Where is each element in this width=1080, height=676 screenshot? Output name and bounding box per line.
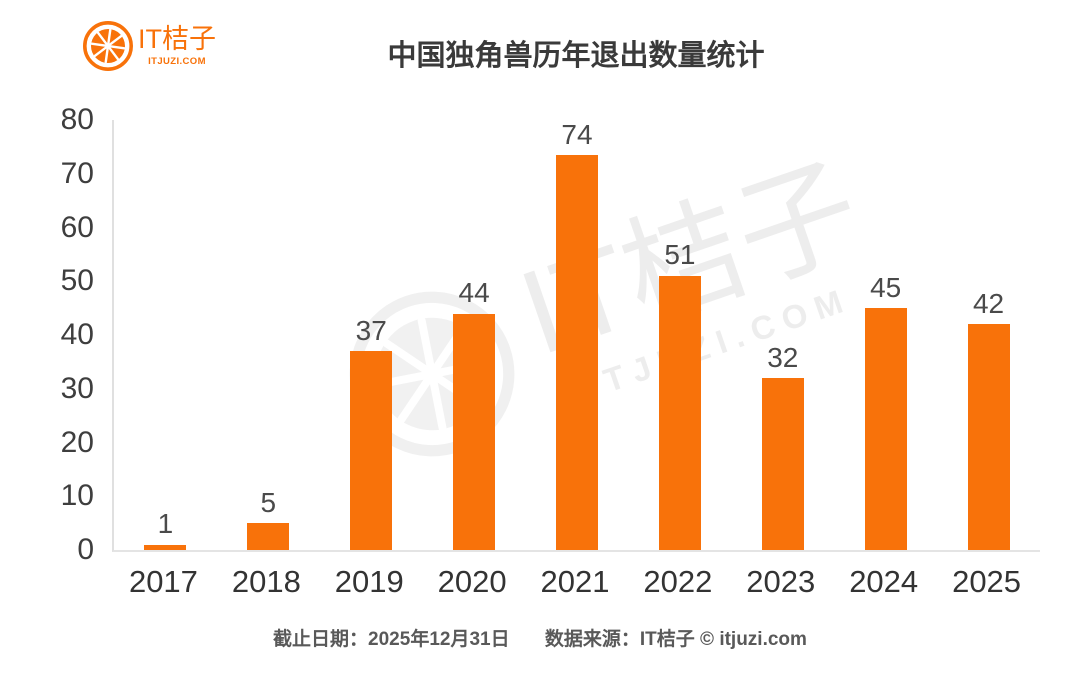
x-axis-label: 2017 — [128, 564, 198, 599]
bar-column: 42 — [937, 120, 1040, 550]
y-tick-label: 0 — [77, 533, 94, 566]
bar-column: 32 — [731, 120, 834, 550]
x-axis-label: 2018 — [231, 564, 301, 599]
bar — [144, 544, 187, 550]
bar-value-label: 51 — [664, 239, 696, 271]
bar — [658, 275, 701, 550]
bar — [761, 378, 804, 550]
bar-column: 51 — [628, 120, 731, 550]
bar — [350, 351, 393, 550]
bar — [967, 324, 1010, 550]
x-axis-label: 2022 — [643, 564, 713, 599]
bar-column: 1 — [114, 120, 217, 550]
bar-value-label: 74 — [561, 119, 593, 150]
bar-value-label: 42 — [972, 287, 1005, 319]
footer-source: 数据来源：IT桔子 © itjuzi.com — [544, 629, 807, 650]
bar-value-label: 32 — [767, 341, 799, 373]
bar — [864, 308, 907, 550]
y-tick-label: 30 — [60, 371, 94, 405]
bar-value-label: 45 — [870, 271, 902, 303]
bar-value-label: 5 — [260, 486, 277, 518]
bar-value-label: 1 — [157, 508, 174, 540]
y-tick-label: 40 — [60, 318, 94, 351]
bar — [453, 313, 496, 550]
x-axis-label: 2024 — [849, 564, 919, 599]
x-axis-label: 2019 — [334, 564, 404, 599]
y-tick-label: 70 — [60, 156, 94, 190]
footer: 截止日期：2025年12月31日 数据来源：IT桔子 © itjuzi.com — [0, 624, 1080, 651]
orange-slice-icon — [82, 20, 134, 72]
x-axis-label: 2025 — [952, 564, 1022, 599]
bar-value-label: 44 — [458, 277, 490, 309]
bar-column: 44 — [423, 120, 526, 550]
y-tick-label: 60 — [60, 210, 94, 244]
footer-deadline: 截止日期：2025年12月31日 — [273, 629, 510, 650]
bar-column: 74 — [526, 120, 629, 550]
itjuzi-logo: IT桔子 ITJUZI.COM — [82, 20, 216, 72]
bar-column: 45 — [834, 120, 937, 550]
logo-name: IT桔子 — [138, 24, 216, 55]
y-tick-label: 10 — [60, 479, 94, 513]
plot-area: 1 5 37 44 74 51 32 45 42 — [112, 120, 1040, 552]
bar — [556, 155, 598, 550]
x-axis: 2017 2018 2019 2020 2021 2022 2023 2024 2025 — [112, 564, 1038, 600]
bar-column: 5 — [217, 120, 320, 550]
y-axis: 0 10 20 30 40 50 60 70 80 — [28, 105, 94, 565]
x-axis-label: 2021 — [540, 564, 610, 599]
logo-domain: ITJUZI.COM — [148, 55, 206, 67]
chart-title: 中国独角兽历年退出数量统计 — [387, 40, 765, 72]
x-axis-label: 2020 — [437, 564, 507, 599]
bar — [247, 523, 290, 550]
logo-text: IT桔子 ITJUZI.COM — [138, 24, 216, 67]
bar-column: 37 — [320, 120, 423, 550]
bar-value-label: 37 — [355, 314, 387, 346]
y-tick-label: 20 — [60, 425, 94, 459]
y-tick-label: 80 — [60, 103, 94, 136]
x-axis-label: 2023 — [746, 564, 816, 599]
y-tick-label: 50 — [60, 264, 94, 298]
